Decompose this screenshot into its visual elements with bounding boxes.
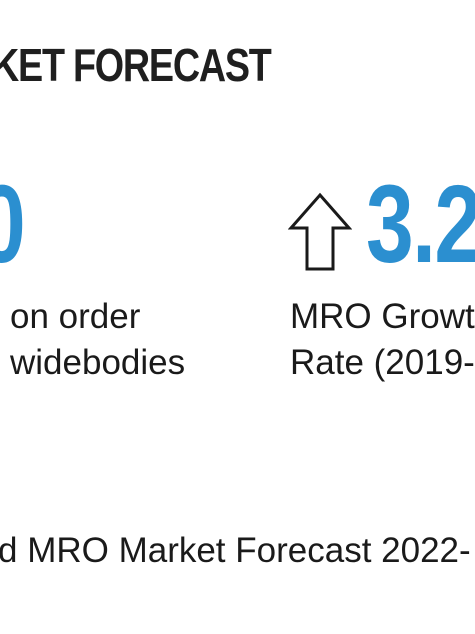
stat-right-caption: MRO Growt Rate (2019- bbox=[290, 294, 475, 386]
stat-right-caption-line2: Rate (2019- bbox=[290, 343, 475, 382]
stat-left-value: 0 bbox=[0, 170, 26, 280]
stat-left-caption-line1: on order bbox=[10, 297, 141, 336]
section-heading: KET FORECAST bbox=[0, 39, 272, 91]
up-arrow-outline-icon bbox=[288, 192, 352, 271]
footer-caption: d MRO Market Forecast 2022- bbox=[0, 531, 471, 570]
stat-left-caption-line2: widebodies bbox=[10, 343, 186, 382]
stat-right-value: 3.2 bbox=[366, 163, 475, 286]
stat-right-caption-line1: MRO Growt bbox=[290, 297, 475, 336]
stat-left-caption: on order widebodies bbox=[10, 294, 185, 386]
